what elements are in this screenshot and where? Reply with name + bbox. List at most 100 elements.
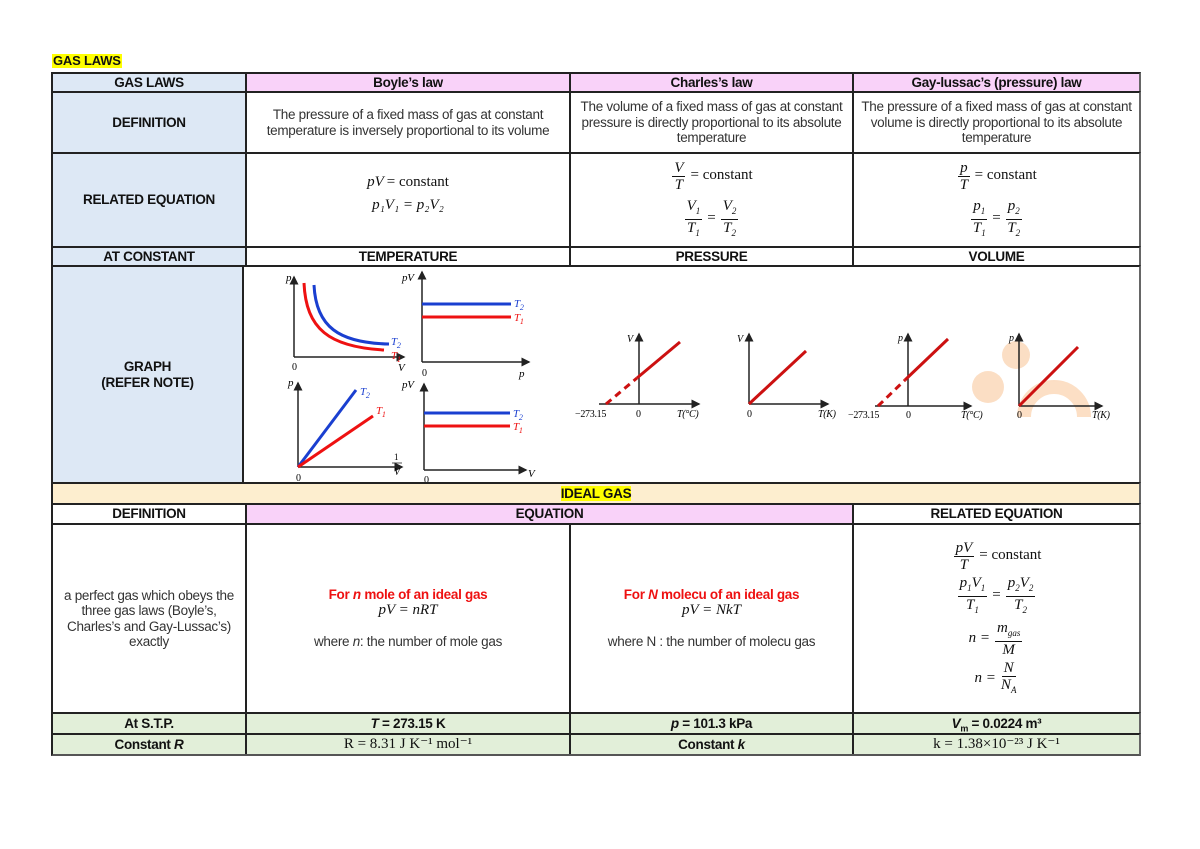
svg-text:0: 0 [747,409,752,420]
fraction: pV T [953,539,975,573]
fraction-numerator: N [1001,659,1016,677]
mole-where-var: n [352,634,361,650]
svg-text:p: p [897,333,903,344]
graph-label-line2: (REFER NOTE) [101,374,194,390]
svg-text:T(K): T(K) [1092,410,1111,421]
constant-k-label-pre: Constant [678,737,738,752]
charles-eq-2: V1 T1 = V2 T2 [683,198,741,241]
stp-temperature: T = 273.15 K [245,714,569,733]
molar-volume-subscript: m [960,723,969,734]
svg-text:V: V [627,334,635,345]
mole-heading-pre: For [328,587,353,603]
avogadro-subscript: A [1010,684,1017,695]
svg-text:p: p [285,272,292,284]
mole-heading: For n mole of an ideal gas [329,587,488,603]
svg-text:V: V [737,334,745,345]
boyle-eq-1-rhs: = constant [386,174,449,190]
avogadro-symbol: N [1000,676,1011,693]
svg-text:V: V [394,467,402,478]
fraction-numerator: V [672,159,686,177]
molecule-where: where N : the number of molecu gas [607,634,816,650]
svg-text:T1: T1 [514,312,524,326]
mole-equation: pV = nRT [378,601,438,618]
svg-text:T2: T2 [360,386,370,400]
charles-eq-1-rhs: = constant [690,167,753,184]
related-equation-row: RELATED EQUATION pV = constant p₁V₁ = p₂… [51,152,1141,246]
fraction-numerator: p2 [1005,198,1022,220]
svg-text:p: p [518,368,525,380]
constant-r-value: R = 8.31 J K⁻¹ mol⁻¹ [245,735,569,754]
svg-text:0: 0 [906,410,911,421]
fraction-numerator: p1 [971,198,988,220]
watermark-decoration [972,341,1091,418]
svg-text:T(°C): T(°C) [677,409,699,420]
graph-gaylussac-p-vs-kelvin: p 0 T(K) [1008,332,1111,421]
ideal-gas-definition: a perfect gas which obeys the three gas … [64,587,234,650]
constant-r-label: Constant R [53,735,245,754]
ideal-gas-mole-equation: For n mole of an ideal gas pV = nRT wher… [245,525,569,712]
fraction-denominator: T2 [1014,596,1027,615]
graph-row: GRAPH (REFER NOTE) p 0 V T2 T1 [51,265,1141,486]
svg-text:T(°C): T(°C) [961,410,983,421]
molecule-heading-pre: For [623,587,649,603]
molecule-heading-var: N [648,587,658,603]
row-label-related-equation: RELATED EQUATION [53,154,245,246]
pressure-symbol: p [670,716,679,731]
graph-boyle-pv-vs-p: pV 0 p T2 T1 [401,270,531,380]
column-header-boyle: Boyle’s law [245,74,569,91]
document-title: GAS LAWS [52,53,122,68]
related-eq-2: p1V1 T1 = p2V2 T2 [956,575,1038,618]
equals-sign: = [992,210,1001,227]
stp-label: At S.T.P. [53,714,245,733]
row-label-graph: GRAPH (REFER NOTE) [53,267,242,482]
molecule-equation: pV = NkT [681,601,742,618]
constant-pressure: PRESSURE [569,248,852,265]
related-eq-1-rhs: = constant [979,547,1042,564]
gaylussac-definition: The pressure of a fixed mass of gas at c… [852,93,1139,152]
related-eq-1: pV T = constant [952,539,1042,573]
charles-eq-2-left: V1 T1 [684,198,703,241]
svg-text:0: 0 [292,362,297,373]
svg-text:0: 0 [636,409,641,420]
svg-text:T2: T2 [513,408,523,422]
boyle-eq-2-text: p₁V₁ = p₂V₂ [372,196,444,213]
mole-where-post: : the number of mole gas [359,634,503,650]
ideal-gas-section-title: IDEAL GAS [53,484,1139,503]
graph-charles-v-vs-kelvin: V 0 T(K) [737,332,837,420]
svg-text:p: p [287,377,294,389]
svg-text:V: V [528,468,536,480]
fraction: N NA [1001,660,1017,698]
svg-text:0: 0 [296,473,301,482]
svg-text:−273.15: −273.15 [575,409,606,420]
ideal-header-related: RELATED EQUATION [852,505,1139,523]
boyle-eq-1: pV = constant [367,174,449,191]
related-eq-4: n = N NA [975,660,1019,698]
equals-sign: = [992,587,1001,604]
constant-r-label-var: R [174,737,184,752]
temperature-value: = 273.15 K [378,716,446,731]
constant-volume: VOLUME [852,248,1139,265]
fraction-denominator: NA [1001,677,1017,698]
related-eq-3-lhs: n = [968,629,990,646]
fraction-numerator: pV [953,539,975,557]
mass-subscript: gas [1007,627,1021,638]
constant-k-label-var: k [737,737,746,752]
stp-row: At S.T.P. T = 273.15 K p = 101.3 kPa Vm … [51,712,1141,734]
fraction-numerator: V2 [720,198,739,220]
svg-text:pV: pV [401,379,415,391]
svg-text:0: 0 [1017,410,1022,421]
graph-gaylussac-p-vs-celsius: p −273.15 0 T(°C) [848,332,984,421]
graph-boyle-p-vs-inverse-v: p 0 T2 T1 1 V [287,377,404,484]
constant-temperature: TEMPERATURE [245,248,569,265]
molecule-heading: For N molecu of an ideal gas [623,587,800,603]
svg-text:0: 0 [424,475,429,482]
definition-row: DEFINITION The pressure of a fixed mass … [51,91,1141,152]
fraction-denominator: T [959,176,969,193]
fraction-denominator: T2 [1007,219,1021,238]
mole-where-pre: where [313,634,353,650]
boyle-equations: pV = constant p₁V₁ = p₂V₂ [245,154,569,246]
ideal-gas-title-text: IDEAL GAS [560,485,632,502]
